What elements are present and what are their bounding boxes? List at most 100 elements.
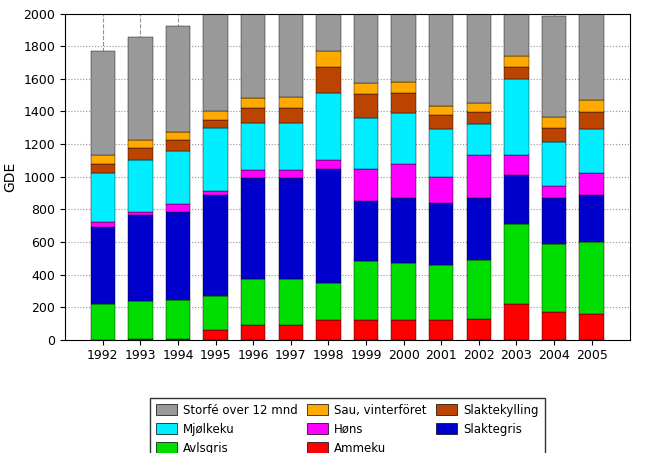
Bar [165, 151, 190, 203]
Bar [429, 203, 454, 265]
Bar [241, 108, 265, 123]
Bar [504, 224, 529, 304]
Bar [241, 325, 265, 340]
Bar [278, 325, 303, 340]
Bar [241, 123, 265, 170]
Bar [542, 244, 567, 312]
Bar [429, 265, 454, 320]
Bar [316, 283, 341, 320]
Y-axis label: GDE: GDE [4, 162, 18, 192]
Bar [467, 198, 491, 260]
Bar [542, 117, 567, 128]
Bar [128, 212, 153, 215]
Bar [580, 112, 604, 130]
Bar [128, 339, 153, 340]
Bar [241, 178, 265, 280]
Bar [316, 67, 341, 93]
Bar [203, 330, 228, 340]
Bar [391, 320, 416, 340]
Bar [504, 155, 529, 175]
Bar [580, 313, 604, 340]
Bar [316, 0, 341, 51]
Bar [429, 106, 454, 115]
Bar [91, 51, 115, 155]
Bar [354, 83, 378, 94]
Bar [165, 339, 190, 340]
Bar [354, 94, 378, 118]
Bar [467, 125, 491, 155]
Bar [391, 93, 416, 113]
Bar [504, 175, 529, 224]
Bar [91, 227, 115, 304]
Bar [429, 320, 454, 340]
Bar [316, 51, 341, 67]
Bar [91, 164, 115, 173]
Bar [391, 164, 416, 198]
Bar [467, 155, 491, 198]
Bar [542, 128, 567, 142]
Bar [467, 112, 491, 125]
Bar [354, 0, 378, 83]
Bar [542, 198, 567, 244]
Bar [504, 79, 529, 155]
Bar [354, 261, 378, 320]
Legend: Storfé over 12 mnd, Mjølkeku, Avlsgris, Sau, vinterföret, Høns, Ammeku, Slakteky: Storfé over 12 mnd, Mjølkeku, Avlsgris, … [150, 398, 545, 453]
Bar [278, 280, 303, 325]
Bar [580, 195, 604, 242]
Bar [165, 140, 190, 151]
Bar [542, 187, 567, 198]
Bar [203, 191, 228, 195]
Bar [391, 82, 416, 93]
Bar [203, 128, 228, 191]
Bar [91, 304, 115, 340]
Bar [91, 173, 115, 222]
Bar [241, 280, 265, 325]
Bar [354, 320, 378, 340]
Bar [165, 203, 190, 212]
Bar [203, 296, 228, 330]
Bar [316, 93, 341, 160]
Bar [580, 242, 604, 313]
Bar [542, 16, 567, 117]
Bar [278, 170, 303, 178]
Bar [165, 132, 190, 140]
Bar [278, 97, 303, 108]
Bar [128, 215, 153, 301]
Bar [467, 103, 491, 112]
Bar [504, 56, 529, 67]
Bar [429, 5, 454, 106]
Bar [278, 108, 303, 123]
Bar [504, 304, 529, 340]
Bar [542, 142, 567, 187]
Bar [203, 195, 228, 296]
Bar [391, 113, 416, 164]
Bar [128, 140, 153, 148]
Bar [128, 37, 153, 140]
Bar [203, 120, 228, 128]
Bar [429, 115, 454, 130]
Bar [580, 100, 604, 112]
Bar [128, 148, 153, 159]
Bar [316, 169, 341, 283]
Bar [241, 0, 265, 97]
Bar [429, 177, 454, 203]
Bar [504, 0, 529, 56]
Bar [165, 212, 190, 300]
Bar [165, 26, 190, 132]
Bar [580, 130, 604, 173]
Bar [203, 111, 228, 120]
Bar [580, 2, 604, 100]
Bar [467, 260, 491, 318]
Bar [391, 263, 416, 320]
Bar [128, 301, 153, 339]
Bar [316, 160, 341, 169]
Bar [278, 178, 303, 280]
Bar [128, 159, 153, 212]
Bar [354, 118, 378, 169]
Bar [203, 14, 228, 111]
Bar [241, 170, 265, 178]
Bar [429, 130, 454, 177]
Bar [467, 5, 491, 103]
Bar [467, 318, 491, 340]
Bar [391, 0, 416, 82]
